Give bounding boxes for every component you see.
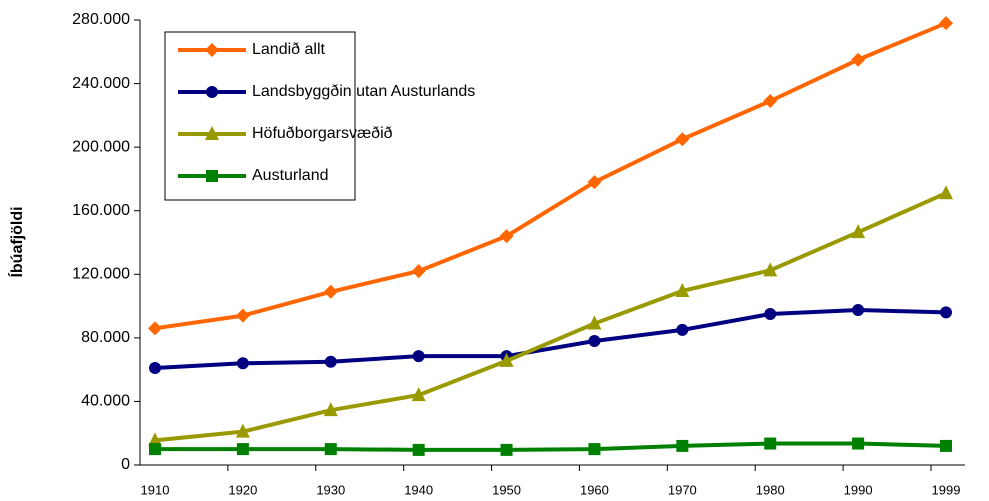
marker — [236, 357, 249, 370]
series-line — [154, 21, 947, 331]
marker — [675, 132, 690, 147]
legend-box — [164, 31, 356, 201]
marker — [323, 402, 338, 417]
x-tick-label: 1980 — [756, 482, 785, 497]
y-tick-label: 160.000 — [72, 202, 130, 219]
y-tick-label: 120.000 — [72, 266, 130, 283]
marker — [148, 321, 162, 336]
marker — [149, 443, 161, 456]
marker — [587, 315, 602, 330]
x-tick-label: 1910 — [141, 482, 170, 497]
marker — [939, 16, 953, 31]
x-tick-label: 1970 — [668, 482, 697, 497]
x-tick-label: 1950 — [492, 482, 521, 497]
series-line — [154, 308, 947, 371]
y-tick-label: 200.000 — [72, 138, 130, 155]
x-tick-label: 1960 — [580, 482, 609, 497]
marker — [939, 185, 953, 200]
marker — [763, 262, 778, 277]
marker — [852, 304, 865, 317]
marker — [588, 335, 601, 348]
y-tick-label: 240.000 — [72, 75, 130, 92]
series-line — [155, 441, 947, 452]
marker — [940, 439, 952, 452]
x-tick-label: 1940 — [404, 482, 433, 497]
marker — [499, 229, 514, 244]
marker — [206, 86, 218, 98]
marker — [675, 282, 690, 297]
y-axis-label: Íbúafjöldi — [7, 206, 26, 277]
marker — [588, 443, 601, 456]
marker — [763, 94, 778, 109]
marker — [324, 443, 337, 456]
marker — [851, 224, 866, 239]
marker — [764, 437, 777, 450]
y-tick-label: 80.000 — [81, 329, 130, 346]
x-tick-label: 1990 — [844, 482, 873, 497]
marker — [149, 362, 161, 375]
y-tick-label: 280.000 — [72, 11, 130, 28]
marker — [236, 443, 249, 456]
legend-label: Landið allt — [252, 41, 326, 58]
x-tick-label: 1920 — [228, 482, 257, 497]
marker — [852, 437, 865, 450]
marker — [940, 306, 952, 319]
marker — [764, 308, 777, 321]
marker — [411, 387, 426, 402]
marker — [206, 170, 218, 182]
marker — [587, 175, 602, 190]
marker — [500, 443, 513, 456]
marker — [851, 52, 866, 67]
marker — [412, 350, 425, 363]
marker — [412, 443, 425, 456]
marker — [235, 423, 250, 438]
marker — [324, 355, 337, 368]
marker — [235, 308, 250, 323]
marker — [323, 284, 338, 299]
marker — [676, 439, 689, 452]
legend-label: Höfuðborgarsvæðið — [252, 125, 393, 142]
legend-label: Landsbyggðin utan Austurlands — [252, 83, 475, 100]
series-line — [154, 191, 947, 443]
y-tick-label: 0 — [121, 456, 130, 473]
marker — [148, 432, 162, 447]
marker — [411, 264, 426, 279]
marker — [676, 323, 689, 336]
marker — [205, 126, 219, 140]
legend-label: Austurland — [252, 167, 329, 184]
marker — [205, 43, 219, 57]
x-tick-label: 1999 — [932, 482, 961, 497]
y-tick-label: 40.000 — [81, 393, 130, 410]
x-tick-label: 1930 — [316, 482, 345, 497]
marker — [499, 352, 514, 367]
